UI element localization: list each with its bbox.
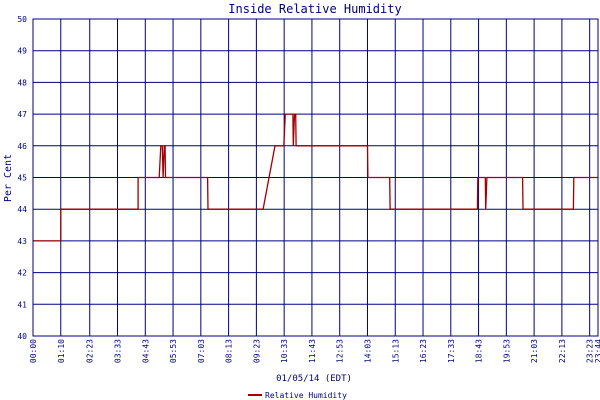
x-tick-label: 01:10: [57, 339, 66, 363]
x-tick-label: 00:00: [29, 339, 38, 363]
x-tick-label: 12:53: [336, 339, 345, 363]
y-tick-label: 50: [17, 15, 27, 24]
x-tick-label: 11:43: [308, 339, 317, 363]
x-tick-label: 09:23: [252, 339, 261, 363]
y-tick-label: 42: [17, 269, 27, 278]
x-tick-label: 15:13: [391, 339, 400, 363]
legend: Relative Humidity: [248, 391, 347, 400]
y-tick-label: 45: [17, 174, 27, 183]
x-tick-label: 18:43: [475, 339, 484, 363]
series-layer: [33, 113, 598, 242]
y-tick-label: 49: [17, 47, 27, 56]
x-tick-label: 17:33: [447, 339, 456, 363]
series-line: [33, 113, 598, 242]
legend-label: Relative Humidity: [265, 391, 347, 400]
y-tick-label: 41: [17, 300, 27, 309]
x-tick-label: 14:03: [363, 339, 372, 363]
x-tick-label: 19:53: [502, 339, 511, 363]
y-tick-label: 40: [17, 332, 27, 341]
y-tick-label: 48: [17, 78, 27, 87]
x-axis-ticks: 00:00 01:10 02:23 03:33 04:43 05:53 07:03 08:13…: [29, 339, 600, 363]
y-tick-label: 43: [17, 237, 27, 246]
x-tick-label: 03:33: [114, 339, 123, 363]
x-tick-label: 23:23: [586, 339, 595, 363]
x-tick-label: 04:43: [141, 339, 150, 363]
y-axis-ticks: 40 41 42 43 44 45 46 47 48 49 50: [17, 15, 27, 341]
y-tick-label: 46: [17, 142, 27, 151]
x-tick-label: 10:33: [280, 339, 289, 363]
x-axis-label: 01/05/14 (EDT): [276, 374, 352, 384]
x-tick-label: 23:44: [594, 339, 600, 363]
x-tick-label: 16:23: [419, 339, 428, 363]
x-tick-label: 22:13: [558, 339, 567, 363]
x-tick-label: 08:13: [225, 339, 234, 363]
y-axis-label: Per Cent: [3, 154, 14, 202]
x-tick-label: 21:03: [530, 339, 539, 363]
plot-frame: [32, 18, 599, 337]
x-tick-label: 05:53: [169, 339, 178, 363]
y-tick-label: 47: [17, 110, 27, 119]
y-tick-label: 44: [17, 205, 27, 214]
x-tick-label: 02:23: [86, 339, 95, 363]
chart-title: Inside Relative Humidity: [228, 2, 401, 16]
x-tick-label: 07:03: [197, 339, 206, 363]
